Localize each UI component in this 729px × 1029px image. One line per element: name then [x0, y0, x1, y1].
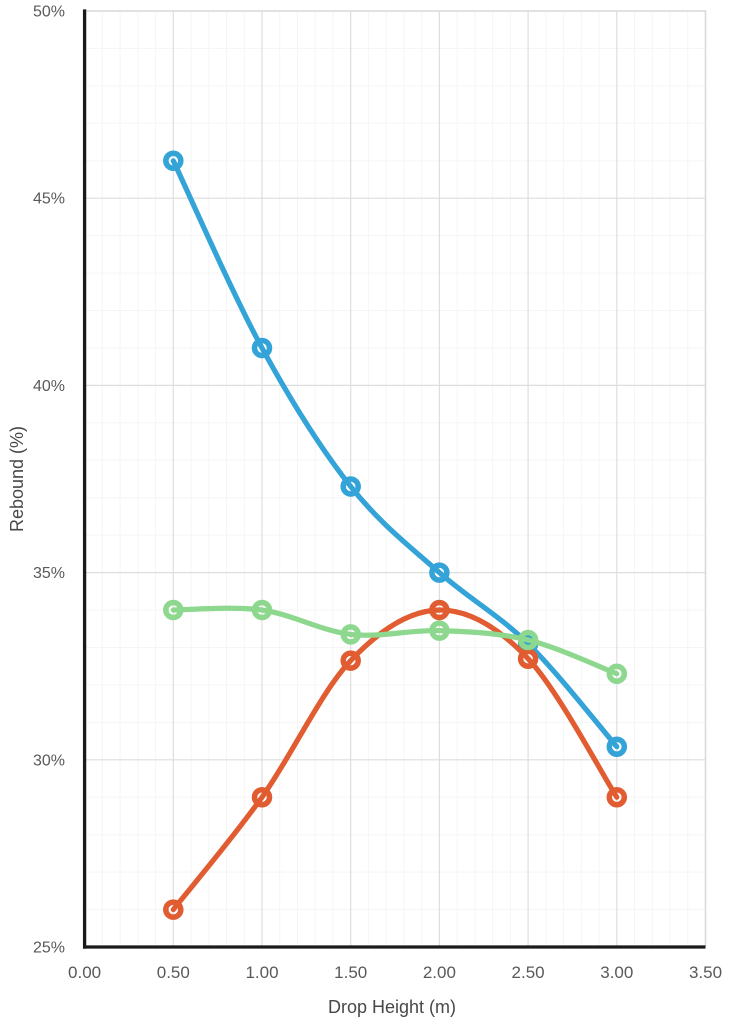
svg-text:Drop Height (m): Drop Height (m): [328, 997, 456, 1017]
svg-text:Rebound (%): Rebound (%): [7, 426, 27, 532]
svg-text:0.00: 0.00: [68, 963, 101, 982]
svg-text:1.50: 1.50: [334, 963, 367, 982]
svg-text:2.50: 2.50: [512, 963, 545, 982]
svg-text:45%: 45%: [33, 191, 65, 208]
svg-text:3.50: 3.50: [689, 963, 722, 982]
svg-text:2.00: 2.00: [423, 963, 456, 982]
svg-text:0.50: 0.50: [157, 963, 190, 982]
svg-text:30%: 30%: [33, 752, 65, 769]
svg-text:3.00: 3.00: [600, 963, 633, 982]
svg-text:1.00: 1.00: [245, 963, 278, 982]
svg-text:25%: 25%: [33, 940, 65, 957]
svg-text:40%: 40%: [33, 378, 65, 395]
svg-text:35%: 35%: [33, 565, 65, 582]
svg-text:50%: 50%: [33, 4, 65, 21]
